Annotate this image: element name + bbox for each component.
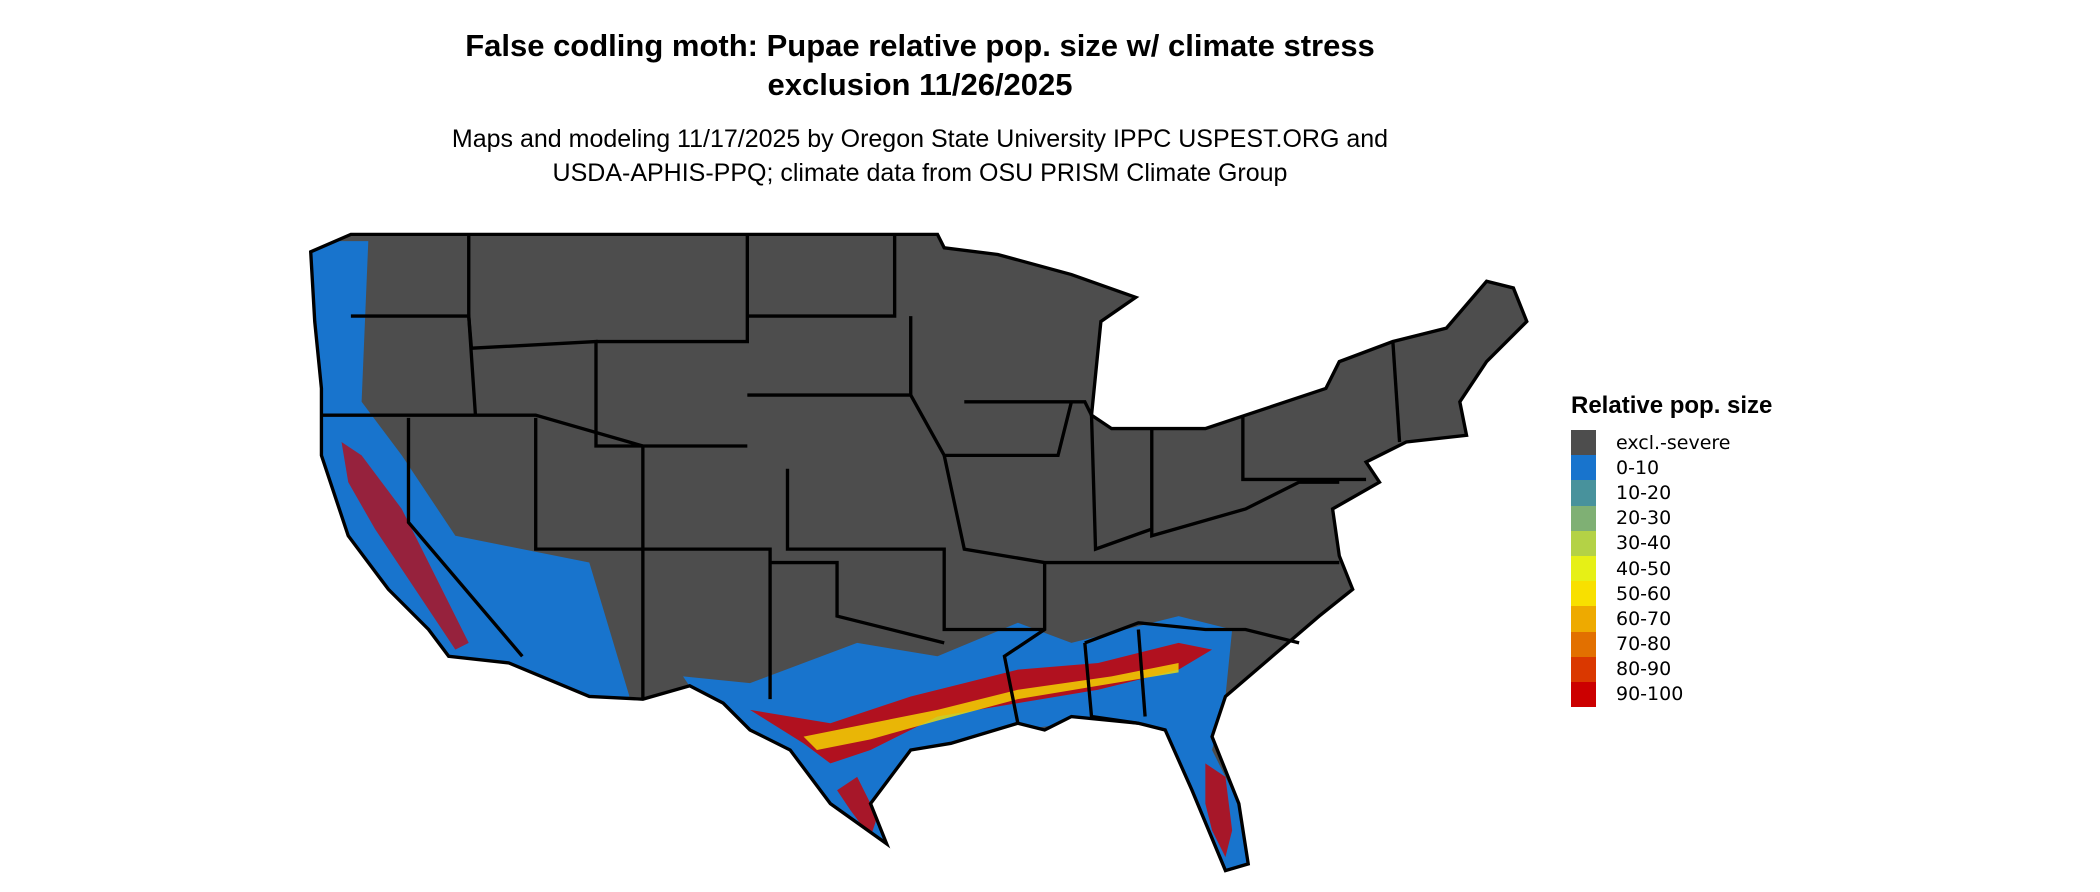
legend-swatch xyxy=(1571,606,1596,632)
legend-item: 30-40 xyxy=(1571,530,1772,556)
texas-hot xyxy=(837,776,878,838)
title-line-2: exclusion 11/26/2025 xyxy=(767,67,1073,102)
legend-item: 90-100 xyxy=(1571,681,1772,708)
legend-swatch xyxy=(1571,505,1596,531)
legend-label: 30-40 xyxy=(1616,532,1672,555)
legend-label: 0-10 xyxy=(1616,456,1660,479)
legend-item: 50-60 xyxy=(1571,581,1772,607)
legend-swatch xyxy=(1571,581,1596,607)
legend-item: excl.-severe xyxy=(1571,430,1772,456)
legend-item: 80-90 xyxy=(1571,656,1772,682)
legend-label: 70-80 xyxy=(1616,633,1672,656)
florida-hot xyxy=(1205,763,1233,858)
legend-item: 60-70 xyxy=(1571,606,1772,632)
legend-swatch xyxy=(1571,455,1596,481)
legend: Relative pop. size excl.-severe 0-10 10-20… xyxy=(1571,392,1773,708)
subtitle-line-2: USDA-APHIS-PPQ; climate data from OSU PR… xyxy=(552,159,1288,187)
legend-label: 90-100 xyxy=(1616,683,1684,706)
legend-label: 50-60 xyxy=(1616,582,1672,605)
legend-swatch xyxy=(1571,530,1596,556)
legend-item: 20-30 xyxy=(1571,505,1772,531)
legend-label: excl.-severe xyxy=(1616,431,1731,454)
map-title: False codling moth: Pupae relative pop. … xyxy=(0,26,1840,104)
legend-item: 40-50 xyxy=(1571,555,1772,582)
legend-label: 10-20 xyxy=(1616,481,1672,504)
legend-swatch xyxy=(1571,555,1596,582)
legend-items: excl.-severe 0-10 10-20 20-30 30-40 40-50 50-6… xyxy=(1571,430,1772,708)
legend-swatch xyxy=(1571,430,1596,456)
state-borders xyxy=(309,232,1529,873)
legend-swatch xyxy=(1571,631,1596,657)
gulf-coast-warm xyxy=(803,662,1179,751)
legend-label: 20-30 xyxy=(1616,507,1672,530)
legend-label: 80-90 xyxy=(1616,658,1672,681)
subtitle-line-1: Maps and modeling 11/17/2025 by Oregon S… xyxy=(451,125,1389,153)
legend-title: Relative pop. size xyxy=(1571,392,1773,419)
legend-swatch xyxy=(1571,656,1596,682)
west-coast-hot xyxy=(341,441,469,650)
map-subtitle: Maps and modeling 11/17/2025 by Oregon S… xyxy=(0,122,1840,190)
legend-label: 60-70 xyxy=(1616,607,1672,630)
legend-swatch xyxy=(1571,480,1596,506)
legend-swatch xyxy=(1571,681,1596,708)
legend-item: 10-20 xyxy=(1571,480,1772,506)
title-line-1: False codling moth: Pupae relative pop. … xyxy=(465,28,1375,63)
legend-item: 0-10 xyxy=(1571,455,1772,481)
legend-item: 70-80 xyxy=(1571,631,1772,657)
legend-label: 40-50 xyxy=(1616,557,1672,580)
